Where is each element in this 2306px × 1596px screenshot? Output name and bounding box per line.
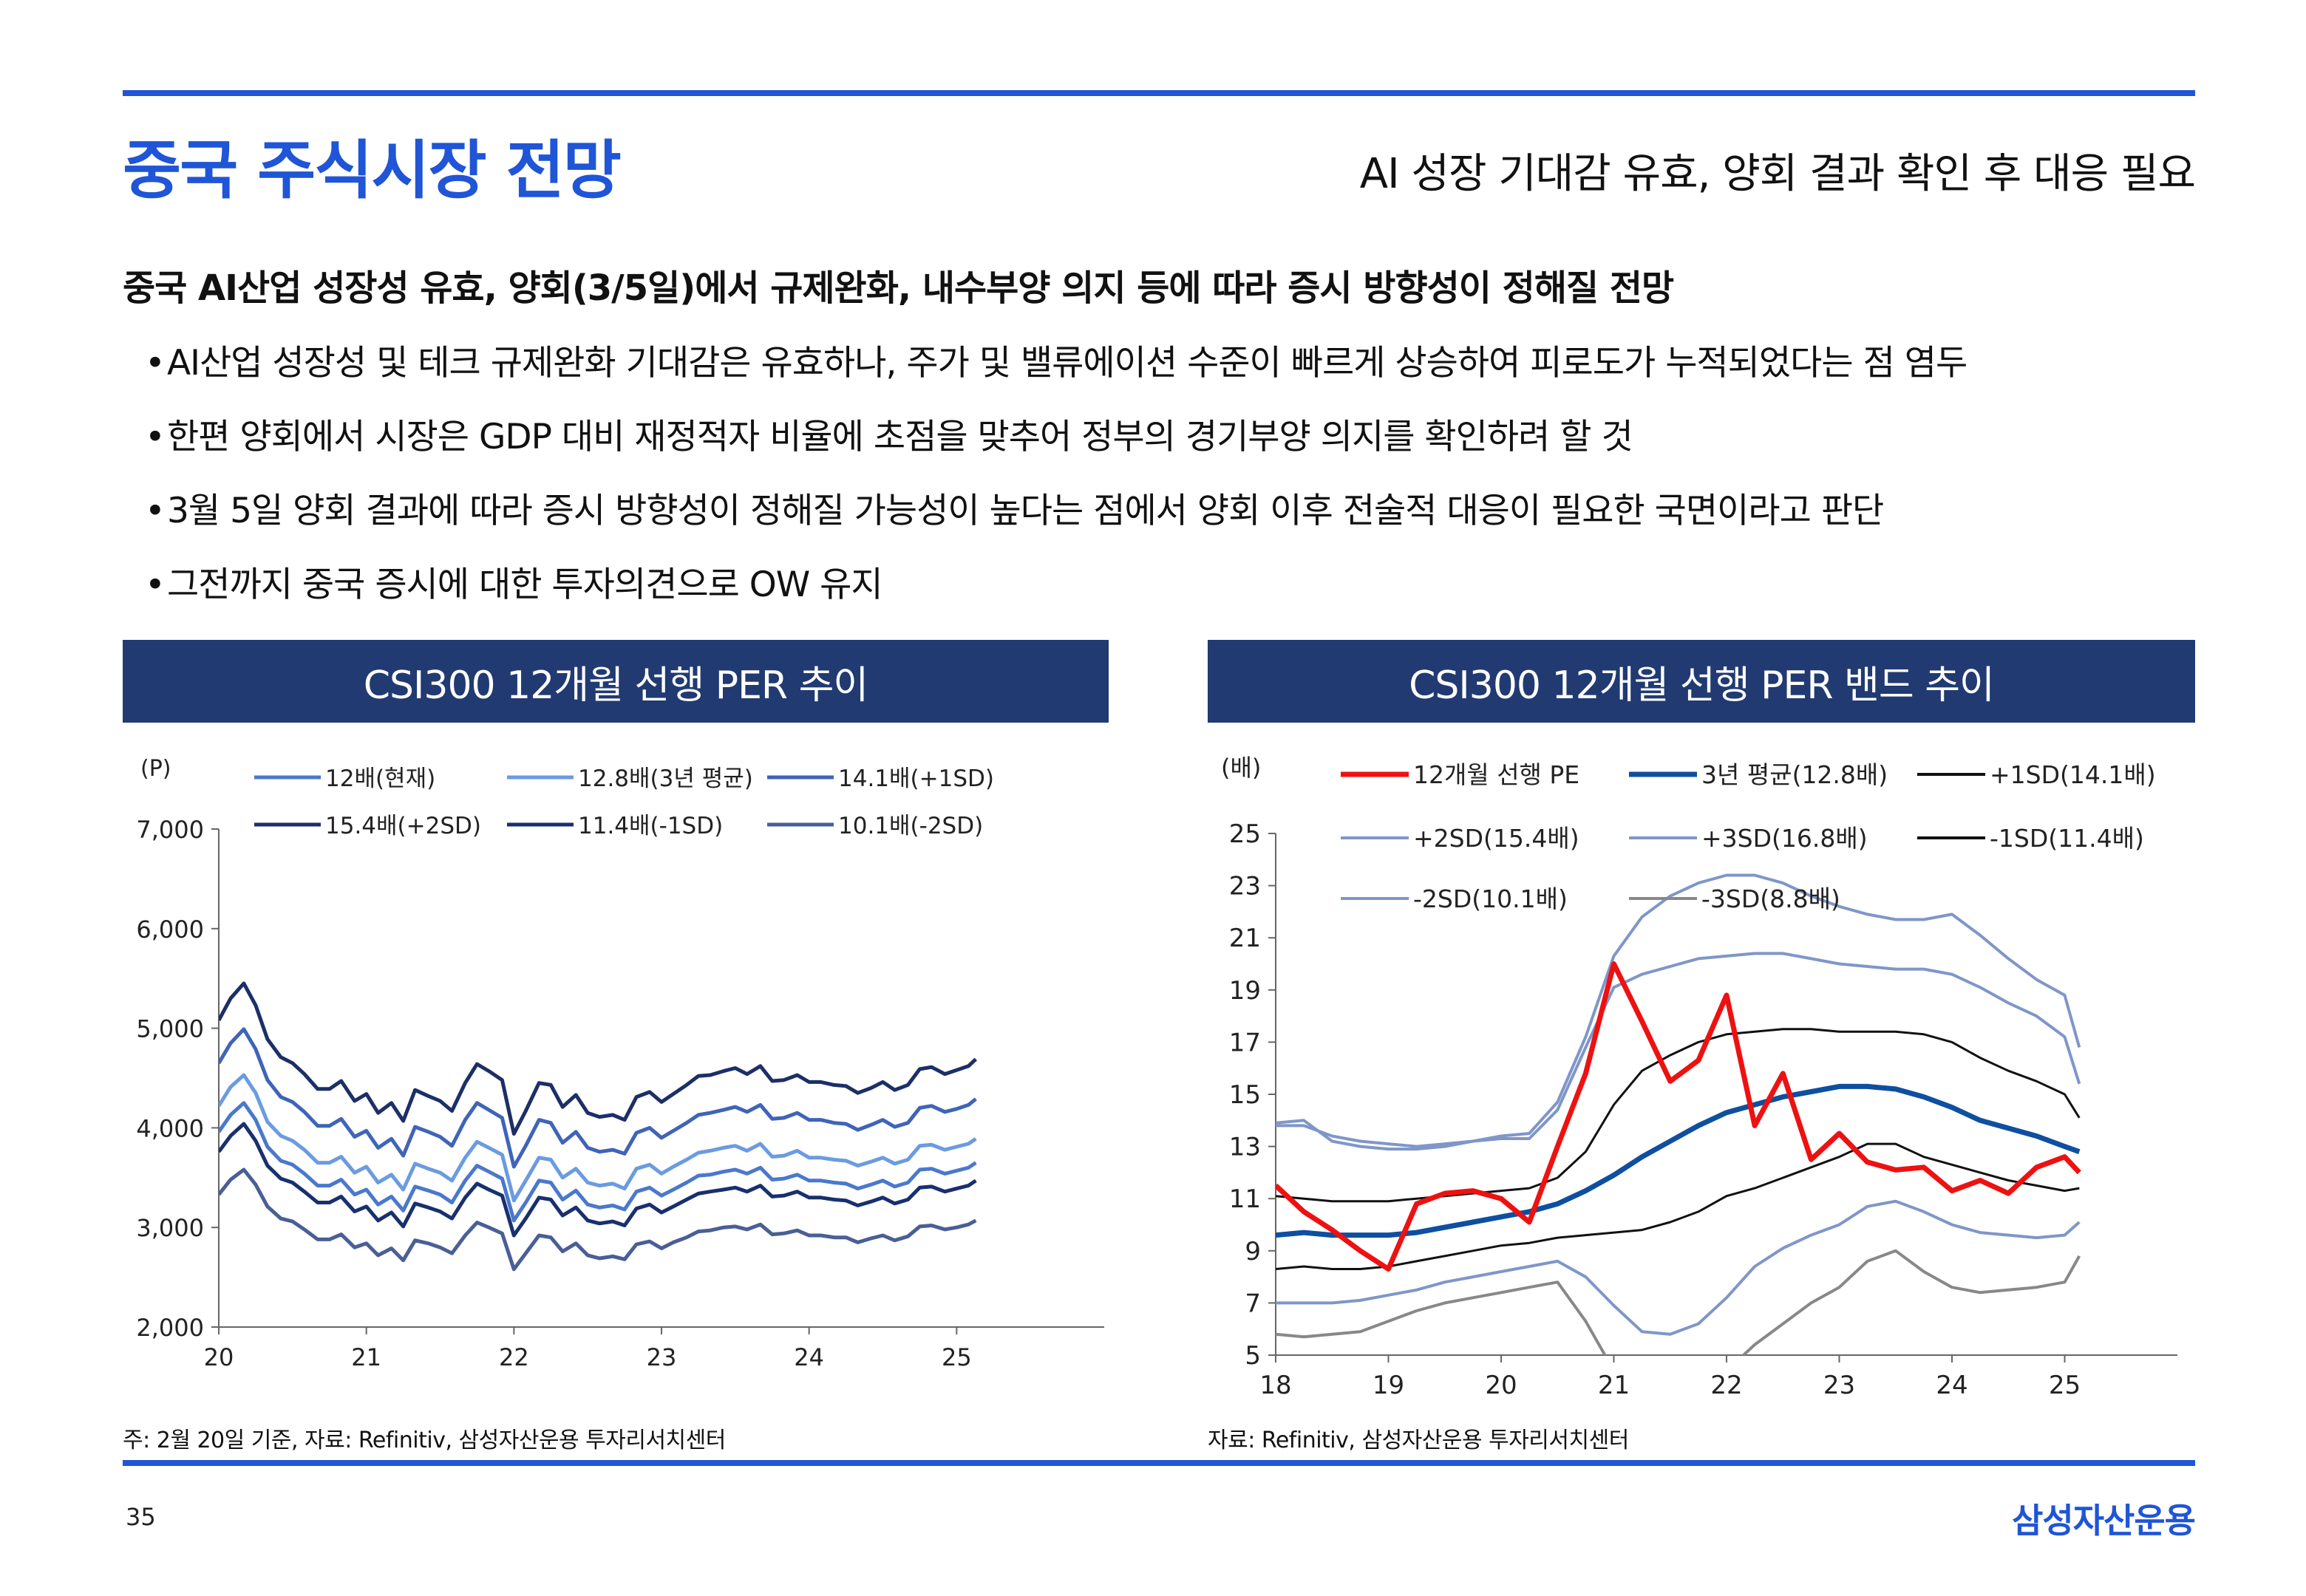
- legend-label: 12배(현재): [325, 765, 435, 792]
- plot-area: [1276, 873, 2081, 1355]
- y-tick-label: 25: [1229, 819, 1261, 849]
- y-tick-label: 7: [1245, 1289, 1261, 1318]
- series-line-3: [219, 1027, 977, 1169]
- bullet-marker: •: [145, 491, 166, 531]
- series-line-6: [1276, 1142, 2080, 1270]
- x-tick-label: 24: [1936, 1371, 1967, 1400]
- series-line-5: [219, 1122, 977, 1238]
- bottom-rule: [123, 1460, 2195, 1466]
- legend-label: +2SD(15.4배): [1413, 824, 1579, 853]
- x-tick-label: 24: [794, 1343, 824, 1371]
- series-line-7: [1276, 1199, 2081, 1336]
- legend-label: 10.1배(-2SD): [838, 813, 983, 839]
- right-chart-note: 자료: Refinitiv, 삼성자산운용 투자리서치센터: [1208, 1428, 1629, 1453]
- series-line-6: [219, 1167, 977, 1272]
- y-tick-label: 13: [1229, 1133, 1261, 1162]
- series-line-1: [219, 1101, 977, 1223]
- right-chart-header: CSI300 12개월 선행 PER 밴드 추이: [1208, 640, 2195, 723]
- y-tick-label: 21: [1229, 924, 1261, 953]
- plot-area: [219, 981, 978, 1272]
- y-tick-label: 5: [1245, 1341, 1261, 1371]
- legend-label: +1SD(14.1배): [1990, 760, 2156, 789]
- series-line-5: [1276, 873, 2081, 1151]
- lead-text: 중국 AI산업 성장성 유효, 양회(3/5일)에서 규제완화, 내수부양 의지…: [123, 267, 1674, 309]
- bullet-text: AI산업 성장성 및 테크 규제완화 기대감은 유효하나, 주가 및 밸류에이션…: [167, 343, 1967, 383]
- y-tick-label: 7,000: [136, 816, 204, 844]
- legend-label: 11.4배(-1SD): [578, 813, 723, 839]
- series-line-1: [1276, 961, 2081, 1272]
- bullet-marker: •: [145, 343, 166, 383]
- x-tick-label: 18: [1259, 1371, 1291, 1400]
- series-line-2: [1276, 1083, 2081, 1238]
- series-line-4: [219, 981, 978, 1136]
- left-chart-header: CSI300 12개월 선행 PER 추이: [123, 640, 1109, 723]
- legend-label: 12.8배(3년 평균): [578, 765, 753, 792]
- y-tick-label: 23: [1229, 872, 1261, 901]
- x-tick-label: 25: [942, 1343, 972, 1371]
- y-axis-unit: (배): [1221, 754, 1261, 782]
- series-line-3: [1276, 1028, 2081, 1203]
- bullet-text: 3월 5일 양회 결과에 따라 증시 방향성이 정해질 가능성이 높다는 점에서…: [167, 491, 1884, 531]
- bullet-item: •3월 5일 양회 결과에 따라 증시 방향성이 정해질 가능성이 높다는 점에…: [145, 482, 1884, 533]
- y-tick-label: 11: [1229, 1184, 1261, 1214]
- bullet-marker: •: [145, 565, 166, 605]
- legend-label: 14.1배(+1SD): [838, 765, 994, 792]
- y-tick-label: 2,000: [136, 1314, 204, 1342]
- x-tick-label: 19: [1373, 1371, 1404, 1400]
- top-rule: [123, 90, 2195, 96]
- x-tick-label: 22: [1710, 1371, 1742, 1400]
- per-band-chart: 5 7 9 11 13 15 17 19 21 23 25 18 19 20 21 22 23 24 25 (배) 12…: [1221, 754, 2177, 1400]
- bullet-item: •AI산업 성장성 및 테크 규제완화 기대감은 유효하나, 주가 및 밸류에이…: [145, 334, 1967, 385]
- page-title: 중국 주식시장 전망: [123, 134, 622, 208]
- legend-label: -1SD(11.4배): [1990, 824, 2144, 853]
- legend-label: -3SD(8.8배): [1701, 884, 1840, 913]
- legend-label: +3SD(16.8배): [1701, 824, 1868, 853]
- x-tick-label: 21: [1598, 1371, 1630, 1400]
- left-chart-note: 주: 2월 20일 기준, 자료: Refinitiv, 삼성자산운용 투자리서…: [123, 1428, 726, 1453]
- series-line-2: [219, 1073, 977, 1203]
- page-subtitle: AI 성장 기대감 유효, 양회 결과 확인 후 대응 필요: [1359, 150, 2196, 198]
- brand-logo: 삼성자산운용: [2012, 1501, 2196, 1541]
- bullet-item: •그전까지 중국 증시에 대한 투자의견으로 OW 유지: [145, 556, 883, 607]
- y-tick-label: 6,000: [136, 915, 204, 944]
- x-tick-label: 22: [499, 1343, 529, 1371]
- y-axis-unit: (P): [140, 756, 171, 782]
- x-tick-label: 20: [1485, 1371, 1517, 1400]
- y-tick-label: 9: [1245, 1237, 1261, 1266]
- x-tick-label: 23: [647, 1343, 677, 1371]
- y-tick-label: 15: [1229, 1080, 1261, 1110]
- series-line-4: [1276, 952, 2081, 1148]
- y-tick-label: 5,000: [136, 1015, 204, 1043]
- bullet-item: •한편 양회에서 시장은 GDP 대비 재정적자 비율에 초점을 맞추어 정부의…: [145, 408, 1633, 459]
- bullet-text: 그전까지 중국 증시에 대한 투자의견으로 OW 유지: [167, 565, 883, 605]
- legend-label: 12개월 선행 PE: [1413, 760, 1579, 789]
- x-tick-label: 21: [351, 1343, 381, 1371]
- y-tick-label: 19: [1229, 976, 1261, 1006]
- y-tick-label: 17: [1229, 1028, 1261, 1057]
- y-tick-label: 4,000: [136, 1114, 204, 1142]
- series-line-8: [1276, 1249, 2081, 1355]
- x-tick-label: 20: [204, 1343, 234, 1371]
- x-tick-label: 25: [2049, 1371, 2081, 1400]
- bullet-text: 한편 양회에서 시장은 GDP 대비 재정적자 비율에 초점을 맞추어 정부의 …: [167, 417, 1633, 457]
- legend-label: -2SD(10.1배): [1413, 884, 1568, 913]
- y-tick-label: 3,000: [136, 1214, 204, 1242]
- per-trend-chart: 2,000 3,000 4,000 5,000 6,000 7,000 20 21 22 23 24…: [136, 756, 1104, 1371]
- legend-label: 15.4배(+2SD): [325, 813, 481, 839]
- x-tick-label: 23: [1823, 1371, 1855, 1400]
- page-number: 35: [126, 1503, 156, 1531]
- legend-label: 3년 평균(12.8배): [1701, 760, 1888, 789]
- bullet-marker: •: [145, 417, 166, 457]
